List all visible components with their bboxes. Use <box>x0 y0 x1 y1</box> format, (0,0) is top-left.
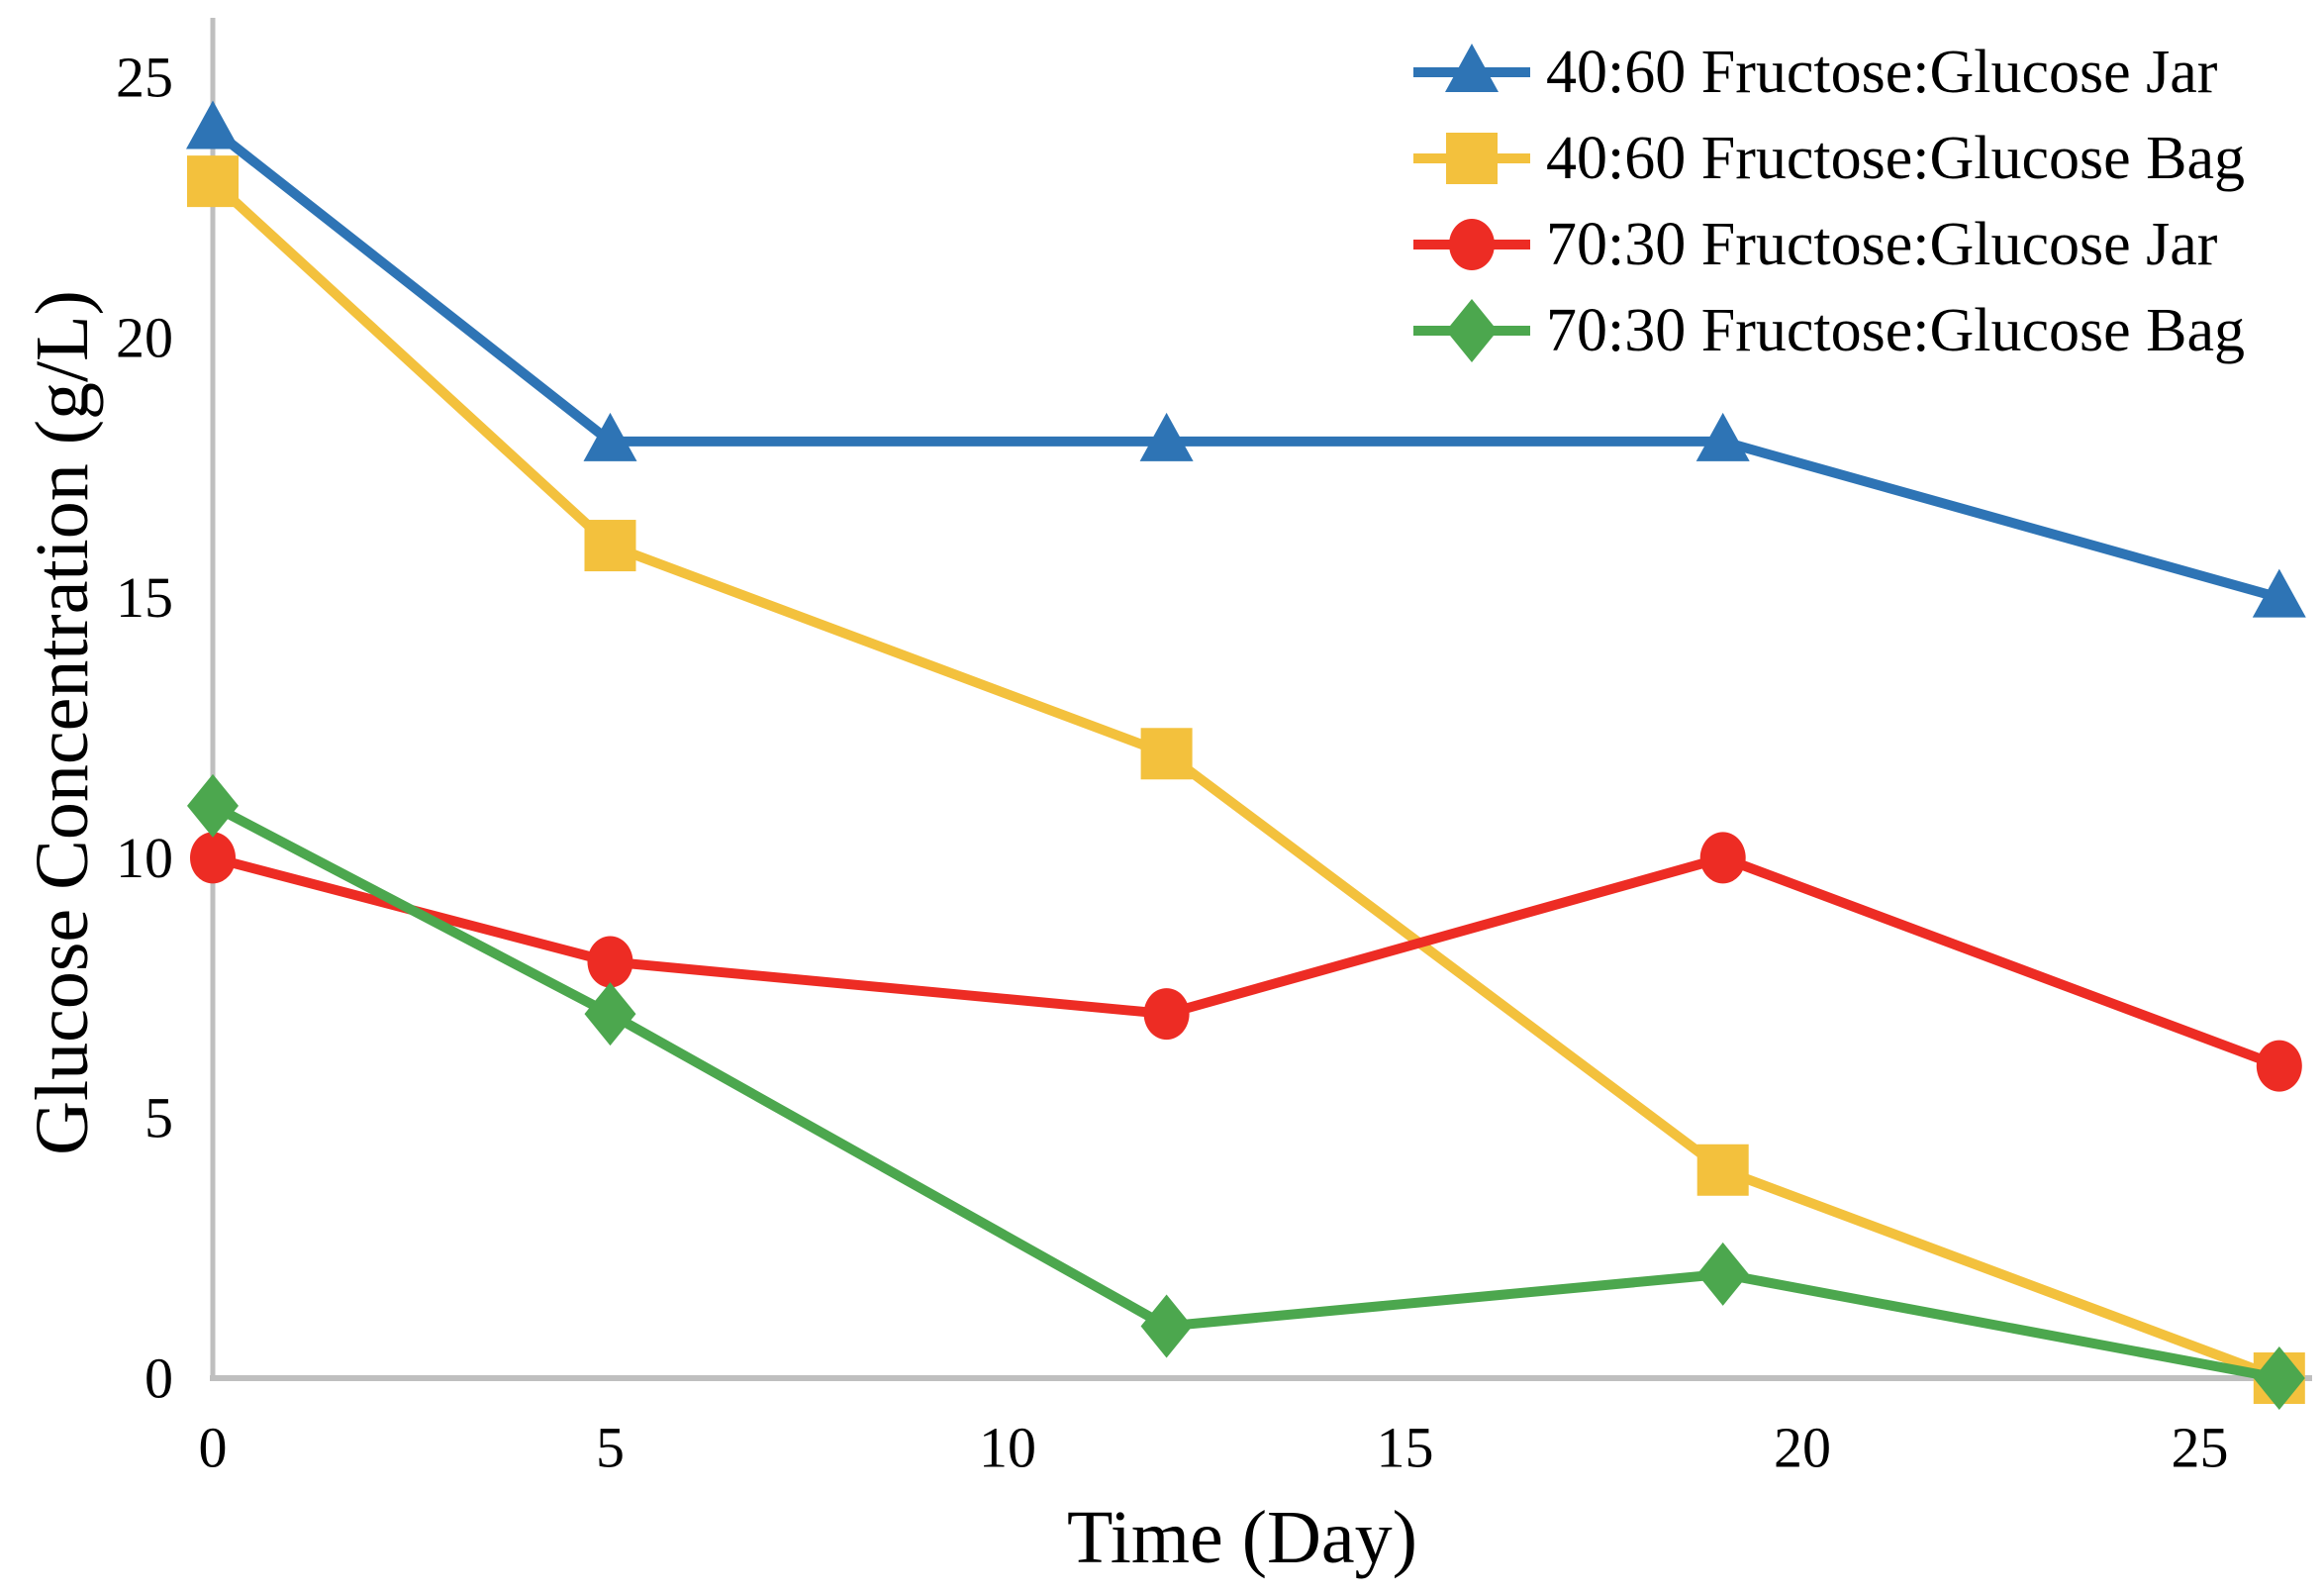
series-0-point-0-triangle-marker <box>186 100 240 149</box>
legend-item-3: 70:30 Fructose:Glucose Bag <box>1413 297 2245 364</box>
series-3-point-0-diamond-marker <box>187 773 239 838</box>
legend-label-0: 40:60 Fructose:Glucose Jar <box>1546 39 2218 106</box>
series-line-3 <box>210 801 2280 1383</box>
x-tick-label-0: 0 <box>199 1416 228 1480</box>
x-tick-label-25: 25 <box>2172 1416 2229 1480</box>
legend-0-triangle-marker <box>1445 44 1499 92</box>
x-axis-title: Time (Day) <box>1067 1496 1417 1579</box>
series-1-point-12-square-marker <box>1140 728 1193 780</box>
legend-label-3: 70:30 Fructose:Glucose Bag <box>1546 297 2245 364</box>
series-0-point-5-triangle-marker <box>583 412 637 461</box>
series-2-point-5-circle-marker <box>587 936 633 988</box>
series-line-2 <box>211 852 2281 1071</box>
x-tick-label-10: 10 <box>979 1416 1036 1480</box>
legend-3-diamond-marker <box>1446 299 1498 362</box>
legend-item-2: 70:30 Fructose:Glucose Jar <box>1413 211 2218 278</box>
series-1-point-0-square-marker <box>187 155 239 208</box>
legend-1-square-marker <box>1446 133 1498 184</box>
series-1-point-19-square-marker <box>1696 1144 1749 1196</box>
series-3-point-19-diamond-marker <box>1696 1242 1749 1306</box>
y-tick-label-25: 25 <box>116 46 173 110</box>
legend-2-circle-marker <box>1449 219 1495 270</box>
y-tick-label-15: 15 <box>116 565 173 630</box>
series-2-point-19-circle-marker <box>1699 832 1746 884</box>
x-tick-label-5: 5 <box>596 1416 625 1480</box>
y-tick-label-20: 20 <box>116 305 173 369</box>
legend-item-1: 40:60 Fructose:Glucose Bag <box>1413 125 2245 192</box>
series-3-point-12-diamond-marker <box>1140 1294 1193 1358</box>
series-3-point-26-diamond-marker <box>2253 1346 2305 1410</box>
x-tick-label-20: 20 <box>1774 1416 1831 1480</box>
series-1-point-5-square-marker <box>584 520 636 572</box>
legend-label-1: 40:60 Fructose:Glucose Bag <box>1546 125 2245 192</box>
plot-area <box>186 100 2306 1410</box>
legend-item-0: 40:60 Fructose:Glucose Jar <box>1413 39 2218 106</box>
y-tick-label-0: 0 <box>145 1346 173 1411</box>
series-0-point-26-triangle-marker <box>2252 568 2306 618</box>
x-tick-label-15: 15 <box>1377 1416 1434 1480</box>
series-2-point-26-circle-marker <box>2256 1040 2302 1092</box>
series-0-point-19-triangle-marker <box>1695 412 1750 461</box>
series-2-point-0-circle-marker <box>190 832 236 884</box>
legend-label-2: 70:30 Fructose:Glucose Jar <box>1546 211 2218 278</box>
series-2-point-12-circle-marker <box>1143 988 1190 1041</box>
y-tick-label-10: 10 <box>116 826 173 890</box>
series-0-point-12-triangle-marker <box>1139 412 1194 461</box>
y-axis-title: Glucose Concentration (g/L) <box>21 290 104 1155</box>
axes: 0 5 10 15 20 25 0 5 10 15 20 25 <box>116 18 2312 1480</box>
series-3-point-5-diamond-marker <box>584 982 636 1046</box>
y-tick-label-5: 5 <box>145 1086 173 1150</box>
legend: 40:60 Fructose:Glucose Jar 40:60 Fructose… <box>1413 39 2245 364</box>
